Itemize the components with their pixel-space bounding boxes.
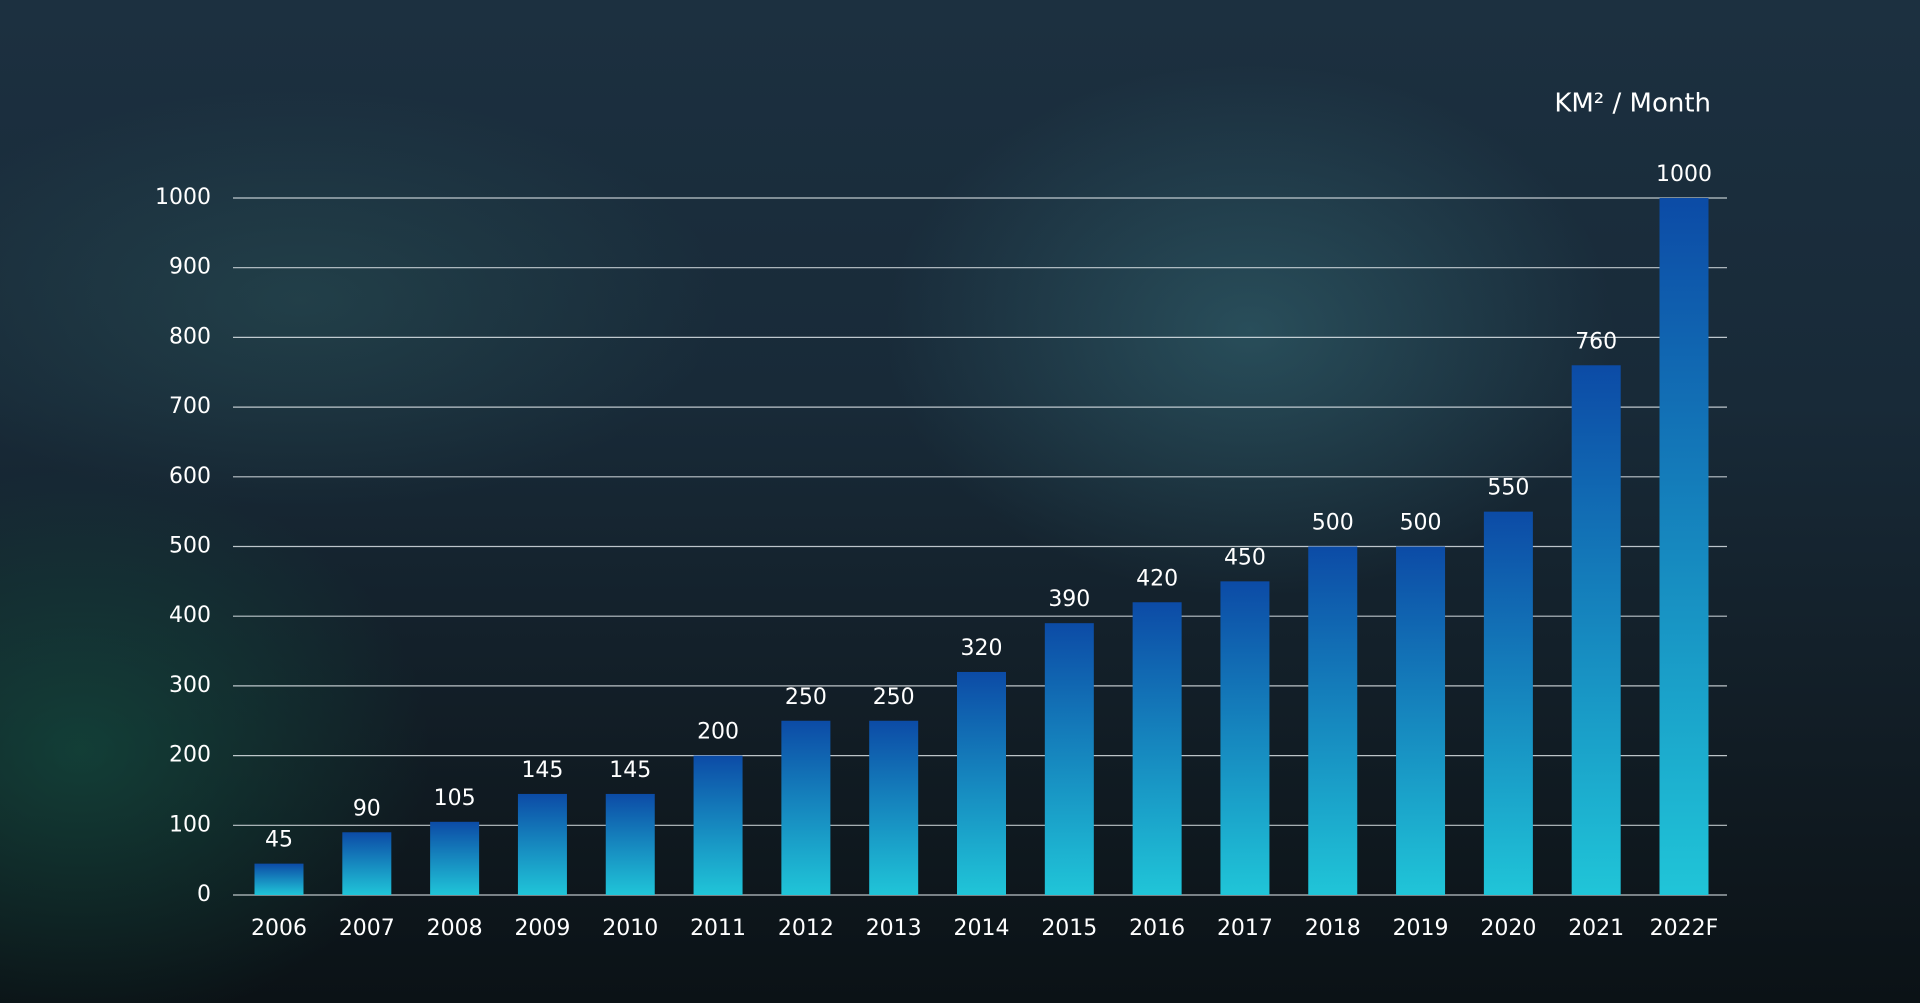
y-tick-label: 200 <box>169 743 211 768</box>
bar <box>781 720 831 895</box>
bar <box>1659 198 1709 895</box>
x-tick-label: 2008 <box>427 916 483 941</box>
y-tick-label: 900 <box>169 255 211 280</box>
y-tick-label: 800 <box>169 324 211 349</box>
bar <box>1571 365 1621 895</box>
value-label: 145 <box>609 758 651 783</box>
x-tick-label: 2020 <box>1480 916 1536 941</box>
bar <box>1220 581 1270 895</box>
y-tick-label: 700 <box>169 394 211 419</box>
x-tick-label: 2009 <box>514 916 570 941</box>
unit-label: KM² / Month <box>1554 89 1711 119</box>
x-tick-label: 2015 <box>1041 916 1097 941</box>
value-label: 105 <box>434 786 476 811</box>
bar <box>1483 511 1533 895</box>
y-tick-label: 600 <box>169 464 211 489</box>
x-tick-label: 2014 <box>954 916 1010 941</box>
value-label: 250 <box>873 685 915 710</box>
bar <box>869 720 919 895</box>
x-tick-label: 2011 <box>690 916 746 941</box>
bar <box>605 793 655 895</box>
x-tick-label: 2006 <box>251 916 307 941</box>
value-label: 250 <box>785 685 827 710</box>
x-tick-label: 2007 <box>339 916 395 941</box>
y-tick-label: 1000 <box>155 185 211 210</box>
bar <box>1044 623 1094 895</box>
value-label: 320 <box>961 636 1003 661</box>
value-label: 145 <box>521 758 563 783</box>
x-tick-label: 2012 <box>778 916 834 941</box>
bar <box>957 671 1006 895</box>
value-label: 760 <box>1575 329 1617 354</box>
x-tick-label: 2022F <box>1650 916 1719 941</box>
bar <box>254 863 304 895</box>
bar <box>342 832 392 895</box>
x-tick-label: 2010 <box>602 916 658 941</box>
y-tick-label: 400 <box>169 603 211 628</box>
y-tick-label: 300 <box>169 673 211 698</box>
y-tick-label: 0 <box>197 882 211 907</box>
x-tick-label: 2021 <box>1568 916 1624 941</box>
value-label: 1000 <box>1656 162 1712 187</box>
bar <box>693 755 743 895</box>
y-tick-label: 100 <box>169 812 211 837</box>
value-label: 90 <box>353 796 381 821</box>
value-label: 45 <box>265 828 293 853</box>
value-label: 200 <box>697 720 739 745</box>
x-tick-label: 2013 <box>866 916 922 941</box>
value-label: 550 <box>1487 476 1529 501</box>
value-label: 390 <box>1048 587 1090 612</box>
value-label: 450 <box>1224 545 1266 570</box>
bar <box>1308 546 1358 895</box>
value-label: 500 <box>1400 511 1442 536</box>
value-label: 420 <box>1136 566 1178 591</box>
bar <box>1396 546 1446 895</box>
x-tick-label: 2017 <box>1217 916 1273 941</box>
bar <box>517 793 567 895</box>
value-label: 500 <box>1312 511 1354 536</box>
y-tick-label: 500 <box>169 534 211 559</box>
x-tick-label: 2019 <box>1393 916 1449 941</box>
x-tick-label: 2016 <box>1129 916 1185 941</box>
bar <box>430 821 480 895</box>
bar <box>1132 602 1182 895</box>
x-tick-label: 2018 <box>1305 916 1361 941</box>
